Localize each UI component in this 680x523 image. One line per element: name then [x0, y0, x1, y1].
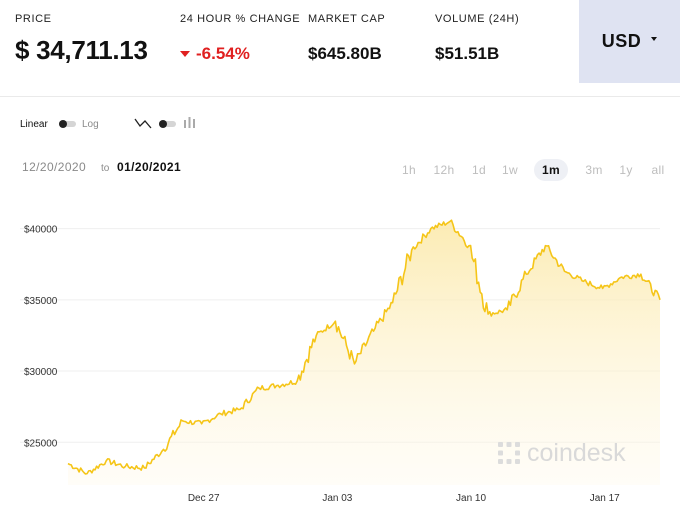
- y-tick-label: $40000: [24, 225, 58, 236]
- change-label: 24 HOUR % CHANGE: [180, 13, 301, 25]
- price-area: [68, 220, 660, 485]
- y-axis-ticks: $40000 $35000 $30000 $25000: [24, 225, 58, 450]
- x-tick-label: Jan 03: [322, 493, 352, 504]
- timeframe-1m[interactable]: 1m: [534, 159, 568, 181]
- scale-toggle[interactable]: [59, 120, 76, 128]
- currency-select[interactable]: USD: [579, 0, 680, 83]
- down-arrow-icon: [180, 50, 190, 57]
- price-area-fill: [68, 220, 660, 485]
- volume-label: VOLUME (24H): [435, 13, 520, 25]
- range-separator: to: [101, 163, 110, 174]
- x-tick-label: Dec 27: [188, 493, 220, 504]
- scale-log-label[interactable]: Log: [82, 119, 99, 130]
- timeframe-1d[interactable]: 1d: [472, 163, 486, 177]
- coindesk-watermark: coindesk: [497, 438, 626, 468]
- price-value: $ 34,711.13: [15, 35, 148, 65]
- timeframe-1y[interactable]: 1y: [619, 163, 633, 177]
- coindesk-logo-icon: [498, 442, 520, 464]
- range-to[interactable]: 01/20/2021: [117, 160, 182, 174]
- x-tick-label: Jan 10: [456, 493, 486, 504]
- chart-type-toggle[interactable]: [159, 120, 176, 128]
- timeframe-all[interactable]: all: [651, 163, 665, 177]
- price-line: [67, 219, 661, 475]
- price-label: PRICE: [15, 13, 52, 25]
- price-line-path: [67, 219, 661, 475]
- watermark-text: coindesk: [527, 438, 626, 467]
- header-divider: [0, 96, 680, 97]
- chart-type-toggle-knob: [159, 120, 167, 128]
- marketcap-label: MARKET CAP: [308, 13, 386, 25]
- scale-toggle-knob: [59, 120, 67, 128]
- x-tick-label: Jan 17: [590, 493, 620, 504]
- change-value: -6.54%: [196, 44, 250, 63]
- timeframe-1h[interactable]: 1h: [402, 163, 416, 177]
- y-tick-label: $30000: [24, 367, 58, 378]
- marketcap-value: $645.80B: [308, 44, 382, 63]
- line-chart-icon[interactable]: [134, 116, 152, 130]
- volume-value: $51.51B: [435, 44, 500, 63]
- timeframe-12h[interactable]: 12h: [433, 163, 455, 177]
- y-tick-label: $25000: [24, 438, 58, 449]
- x-axis-ticks: Dec 27 Jan 03 Jan 10 Jan 17: [188, 493, 620, 504]
- chevron-down-icon: [651, 36, 658, 41]
- y-tick-label: $35000: [24, 296, 58, 307]
- range-from[interactable]: 12/20/2020: [22, 160, 87, 174]
- timeframe-3m[interactable]: 3m: [585, 163, 603, 177]
- currency-value: USD: [601, 31, 642, 51]
- bar-chart-icon[interactable]: [183, 116, 197, 130]
- change-value-wrap: -6.54%: [180, 44, 250, 64]
- timeframe-1w[interactable]: 1w: [502, 163, 518, 177]
- price-chart[interactable]: $40000 $35000 $30000 $25000 Dec 27 Jan 03 Jan…: [0, 185, 680, 515]
- scale-linear-label[interactable]: Linear: [20, 119, 48, 130]
